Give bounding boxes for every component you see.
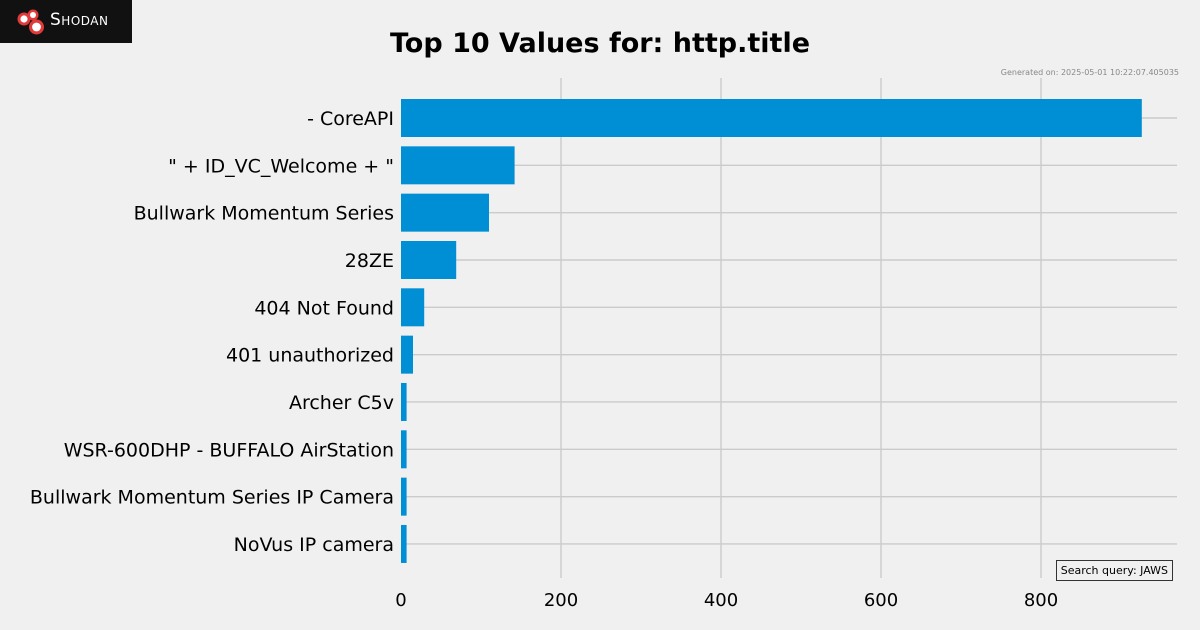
category-label: Bullwark Momentum Series [134, 203, 394, 225]
bar [401, 193, 489, 232]
chart-title: Top 10 Values for: http.title [389, 28, 811, 59]
x-tick-labels: 0 200 400 600 800 [395, 590, 1058, 611]
category-label: Bullwark Momentum Series IP Camera [30, 487, 394, 509]
category-label: - CoreAPI [307, 108, 394, 130]
x-tick-label: 400 [704, 590, 738, 611]
bar [401, 335, 413, 374]
category-label: 28ZE [345, 250, 394, 272]
bar [401, 382, 407, 421]
bar [401, 430, 407, 469]
shodan-logo-icon [17, 9, 44, 35]
generated-timestamp: Generated on: 2025-05-01 10:22:07.405035 [1000, 68, 1179, 77]
category-labels: - CoreAPI " + ID_VC_Welcome + " Bullwark M… [30, 108, 394, 556]
category-label: 401 unauthorized [226, 345, 394, 367]
category-label: Archer C5v [289, 392, 394, 414]
logo-text: Shodan [50, 10, 109, 30]
x-tick-label: 600 [864, 590, 898, 611]
x-tick-label: 0 [395, 590, 406, 611]
grid-layer [401, 78, 1177, 578]
category-label: WSR-600DHP - BUFFALO AirStation [64, 439, 394, 461]
bar [401, 524, 407, 563]
bar [401, 477, 407, 516]
x-tick-label: 800 [1024, 590, 1058, 611]
category-label: NoVus IP camera [234, 534, 394, 556]
x-tick-label: 200 [544, 590, 578, 611]
bar [401, 99, 1142, 137]
bar-layer [401, 99, 1142, 563]
bar [401, 240, 457, 279]
category-label: " + ID_VC_Welcome + " [168, 155, 394, 177]
search-query-box: Search query: JAWS [1055, 560, 1173, 581]
bar [401, 146, 515, 185]
shodan-logo[interactable]: Shodan [0, 0, 132, 43]
bar [401, 288, 425, 327]
category-label: 404 Not Found [254, 297, 394, 319]
